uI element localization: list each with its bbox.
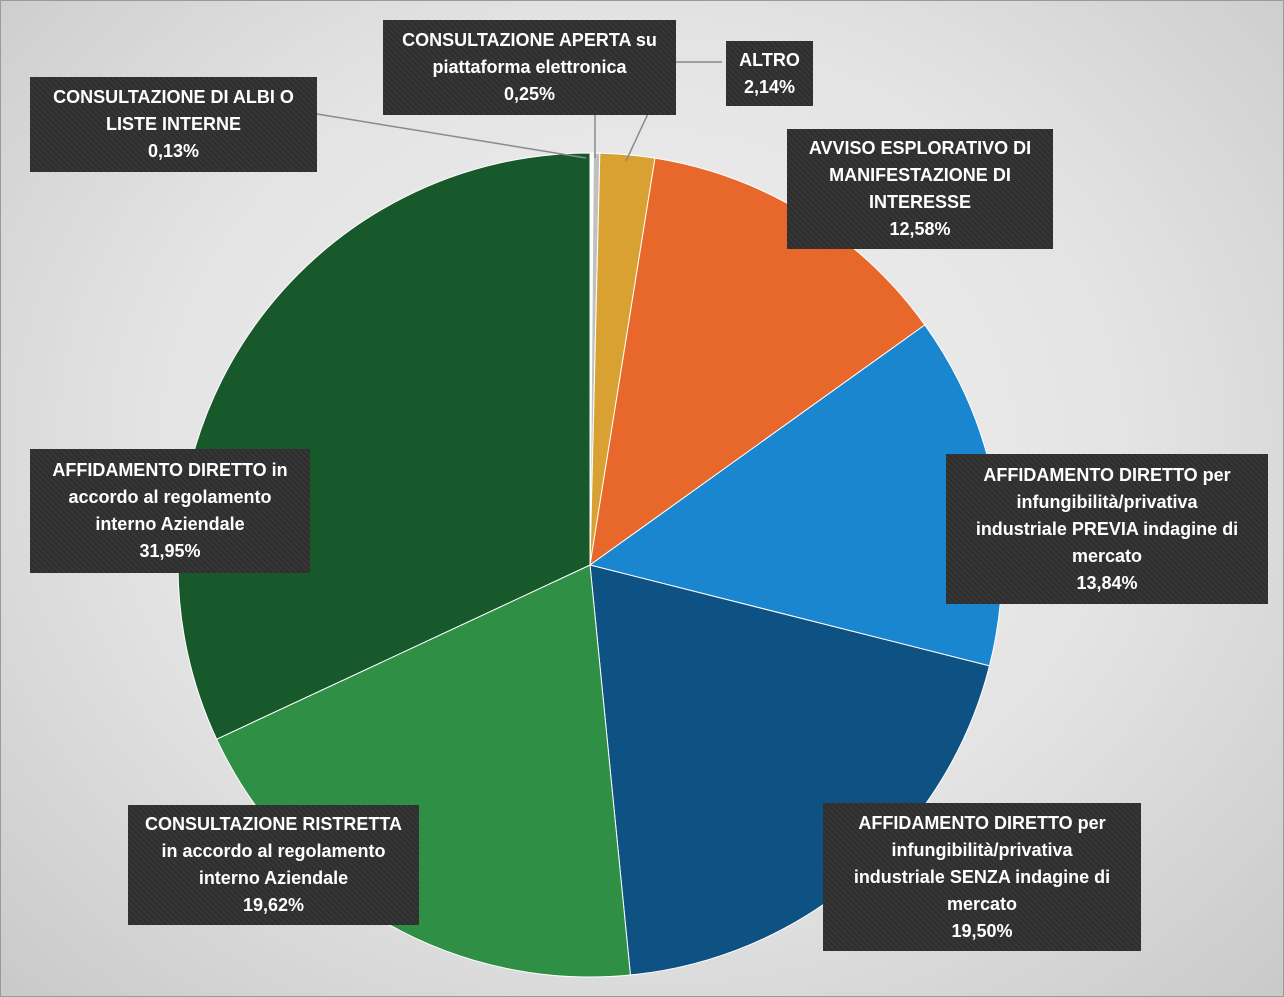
data-label-value: 12,58% [889,219,951,239]
data-label-text: interno Aziendale [95,514,245,534]
data-label-text: CONSULTAZIONE RISTRETTA [145,814,402,834]
label-consultazione-albi: CONSULTAZIONE DI ALBI O LISTE INTERNE 0,13… [30,77,317,172]
slice-affidamento-regolamento [177,152,591,740]
data-label-text: accordo al regolamento [68,487,272,507]
data-label-text: AFFIDAMENTO DIRETTO per [858,812,1106,833]
data-label-value: 0,13% [147,141,200,161]
data-label-text: interno Aziendale [198,868,349,888]
data-label-text: LISTE INTERNE [105,114,241,134]
data-label-text: CONSULTAZIONE DI ALBI O [53,87,294,107]
data-label-text: infungibilità/privativa [891,839,1073,860]
data-label-text: AVVISO ESPLORATIVO DI [808,138,1032,158]
data-label-value: 19,50% [951,920,1013,941]
data-label-value: 2,14% [743,76,796,97]
data-label-value: 0,25% [503,84,556,104]
label-affidamento-regolamento: AFFIDAMENTO DIRETTO in accordo al regolam… [30,449,310,573]
data-label-text: in accordo al regolamento [161,841,386,861]
data-label-text: AFFIDAMENTO DIRETTO in [52,460,288,480]
label-consultazione-ristretta: CONSULTAZIONE RISTRETTA in accordo al reg… [128,805,419,925]
data-label-text: INTERESSE [868,192,972,212]
data-label-text: infungibilità/privativa [1016,491,1198,512]
leader-line [316,113,587,159]
data-label-text: mercato [1071,545,1143,566]
data-label-text: AFFIDAMENTO DIRETTO per [983,464,1231,485]
label-avviso-esplorativo: AVVISO ESPLORATIVO DI MANIFESTAZIONE DI IN… [787,129,1053,249]
data-label-value: 13,84% [1076,572,1138,593]
label-consultazione-aperta: CONSULTAZIONE APERTA su piattaforma elett… [383,20,676,115]
data-label-text: industriale SENZA indagine di [853,866,1111,887]
label-affidamento-senza: AFFIDAMENTO DIRETTO per infungibilità/pri… [823,803,1141,951]
data-label-text: MANIFESTAZIONE DI [829,165,1011,185]
data-label-text: CONSULTAZIONE APERTA su [402,30,657,50]
data-label-text: mercato [946,893,1018,914]
data-label-text: ALTRO [739,49,800,70]
data-label-text: piattaforma elettronica [432,57,627,77]
data-label-value: 19,62% [242,895,305,915]
label-affidamento-previa: AFFIDAMENTO DIRETTO per infungibilità/pri… [946,454,1268,604]
label-altro: ALTRO 2,14% [726,41,813,106]
data-label-value: 31,95% [139,541,201,561]
data-label-text: industriale PREVIA indagine di [975,518,1239,539]
